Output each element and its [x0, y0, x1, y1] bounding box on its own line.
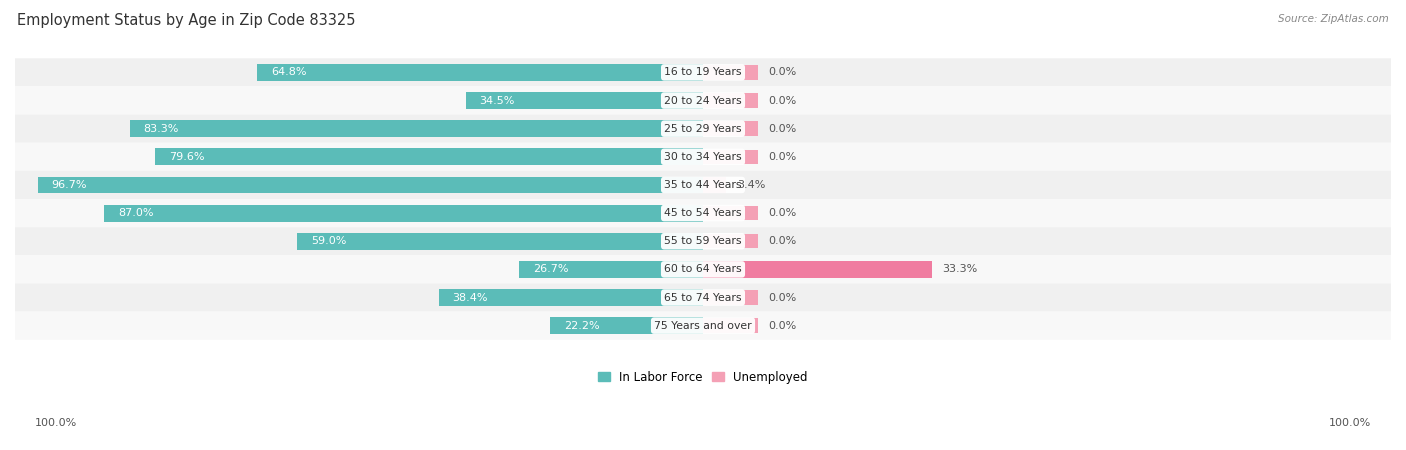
Bar [703, 122, 758, 136]
Text: 0.0%: 0.0% [768, 208, 797, 218]
Bar [703, 176, 727, 194]
Text: 60 to 64 Years: 60 to 64 Years [664, 264, 742, 274]
FancyBboxPatch shape [15, 58, 1391, 86]
Bar [257, 64, 703, 81]
Text: 22.2%: 22.2% [564, 321, 599, 331]
Bar [297, 233, 703, 250]
Text: 0.0%: 0.0% [768, 236, 797, 246]
Bar [519, 261, 703, 278]
FancyBboxPatch shape [15, 171, 1391, 199]
Text: 65 to 74 Years: 65 to 74 Years [664, 292, 742, 302]
Bar [104, 205, 703, 221]
Text: 26.7%: 26.7% [533, 264, 568, 274]
Text: 0.0%: 0.0% [768, 124, 797, 134]
Text: 83.3%: 83.3% [143, 124, 179, 134]
Text: 0.0%: 0.0% [768, 321, 797, 331]
Text: 34.5%: 34.5% [479, 95, 515, 105]
Text: Employment Status by Age in Zip Code 83325: Employment Status by Age in Zip Code 833… [17, 14, 356, 28]
FancyBboxPatch shape [15, 227, 1391, 255]
Text: 87.0%: 87.0% [118, 208, 153, 218]
Text: 64.8%: 64.8% [271, 68, 307, 77]
Bar [38, 176, 703, 194]
Text: Source: ZipAtlas.com: Source: ZipAtlas.com [1278, 14, 1389, 23]
FancyBboxPatch shape [15, 255, 1391, 284]
Text: 100.0%: 100.0% [1329, 418, 1371, 428]
Bar [703, 290, 758, 305]
Bar [703, 65, 758, 80]
Bar [703, 150, 758, 164]
Bar [703, 234, 758, 248]
Bar [129, 120, 703, 137]
Text: 20 to 24 Years: 20 to 24 Years [664, 95, 742, 105]
Bar [703, 206, 758, 220]
Text: 59.0%: 59.0% [311, 236, 346, 246]
Text: 0.0%: 0.0% [768, 292, 797, 302]
Bar [465, 92, 703, 109]
Text: 100.0%: 100.0% [35, 418, 77, 428]
Bar [550, 317, 703, 334]
Text: 79.6%: 79.6% [169, 152, 205, 162]
Bar [155, 148, 703, 165]
Bar [703, 261, 932, 278]
Text: 45 to 54 Years: 45 to 54 Years [664, 208, 742, 218]
FancyBboxPatch shape [15, 311, 1391, 340]
Text: 75 Years and over: 75 Years and over [654, 321, 752, 331]
Text: 0.0%: 0.0% [768, 152, 797, 162]
FancyBboxPatch shape [15, 115, 1391, 143]
Text: 16 to 19 Years: 16 to 19 Years [664, 68, 742, 77]
Text: 33.3%: 33.3% [942, 264, 977, 274]
Text: 0.0%: 0.0% [768, 68, 797, 77]
Text: 25 to 29 Years: 25 to 29 Years [664, 124, 742, 134]
Text: 38.4%: 38.4% [453, 292, 488, 302]
Legend: In Labor Force, Unemployed: In Labor Force, Unemployed [593, 366, 813, 388]
Text: 96.7%: 96.7% [52, 180, 87, 190]
Text: 30 to 34 Years: 30 to 34 Years [664, 152, 742, 162]
FancyBboxPatch shape [15, 199, 1391, 227]
Text: 35 to 44 Years: 35 to 44 Years [664, 180, 742, 190]
Text: 3.4%: 3.4% [737, 180, 765, 190]
Bar [703, 93, 758, 108]
Bar [439, 289, 703, 306]
FancyBboxPatch shape [15, 86, 1391, 115]
FancyBboxPatch shape [15, 284, 1391, 311]
Text: 0.0%: 0.0% [768, 95, 797, 105]
Text: 55 to 59 Years: 55 to 59 Years [664, 236, 742, 246]
FancyBboxPatch shape [15, 143, 1391, 171]
Bar [703, 319, 758, 333]
